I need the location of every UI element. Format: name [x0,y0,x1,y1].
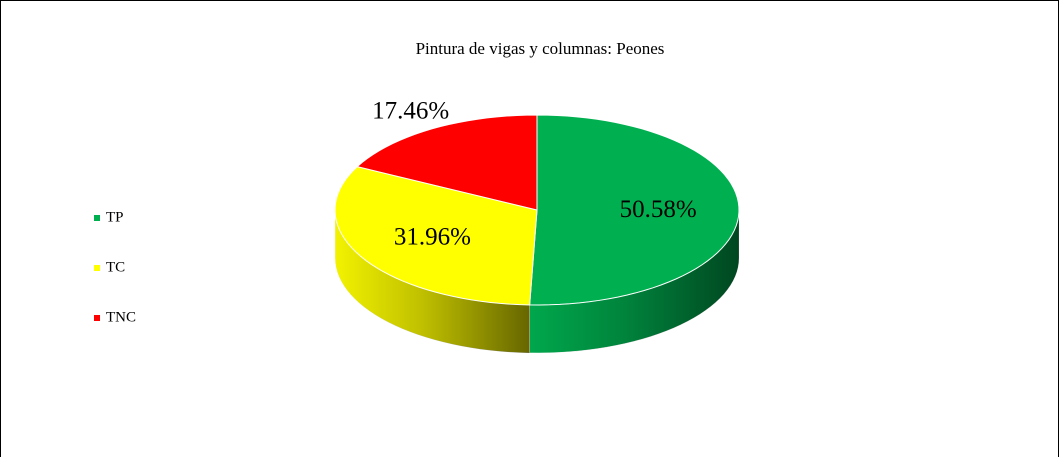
side-shade [335,210,530,353]
legend-label: TP [106,209,124,225]
slice [334,166,538,306]
legend-swatch [94,315,100,321]
legend-swatch [94,265,100,271]
legend-swatch [94,215,100,221]
pie [334,114,740,354]
data-label: 31.96% [394,224,471,251]
data-label: 17.46% [372,97,449,124]
data-label: 50.58% [620,196,697,223]
legend-label: TNC [106,309,136,325]
chart-title: Pintura de vigas y columnas: Peones [416,39,665,58]
slice [529,114,740,306]
legend-label: TC [106,259,125,275]
side-shade [529,210,739,353]
slice [356,114,538,211]
